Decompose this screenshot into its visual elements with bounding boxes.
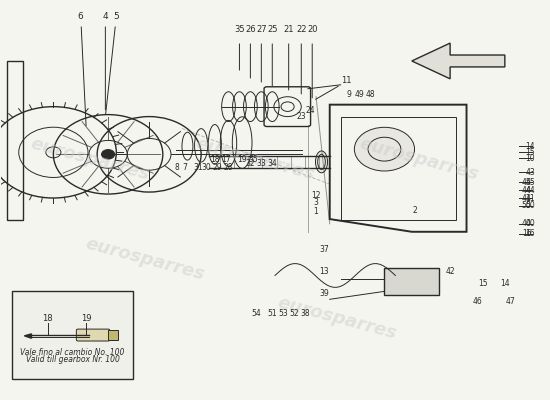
Text: 20: 20 [307,25,317,34]
Text: 41: 41 [522,194,531,202]
Text: 16: 16 [522,229,531,238]
Text: 37: 37 [320,245,329,254]
Text: 1: 1 [314,207,318,216]
Text: 49: 49 [355,90,365,99]
Text: eurosparres: eurosparres [357,135,481,184]
Polygon shape [412,43,505,79]
Text: 4: 4 [102,12,108,110]
Text: 45: 45 [525,178,535,187]
Text: 7: 7 [182,163,187,172]
Text: 53: 53 [278,309,288,318]
Text: 18: 18 [42,314,53,323]
Text: 33: 33 [256,159,266,168]
Text: 40: 40 [522,219,532,228]
Text: 17: 17 [221,155,230,164]
Text: eurosparres: eurosparres [275,294,398,343]
Text: 48: 48 [366,90,376,99]
Text: 43: 43 [525,168,535,177]
Text: 19: 19 [81,314,91,323]
Text: 38: 38 [300,309,310,318]
FancyBboxPatch shape [76,329,110,341]
Circle shape [354,127,415,171]
Text: 15: 15 [478,279,488,288]
Text: 2: 2 [412,206,417,215]
Text: 8: 8 [174,163,179,172]
Text: 23: 23 [296,112,306,120]
Text: 13: 13 [320,267,329,276]
Text: 55: 55 [248,155,258,164]
Text: 44: 44 [522,186,532,194]
Text: Valid till gearbox Nr. 100: Valid till gearbox Nr. 100 [26,355,119,364]
Text: 21: 21 [283,25,294,34]
Text: 12: 12 [311,191,321,200]
Text: 22: 22 [296,25,306,34]
Text: Vale fino al cambio No. 100: Vale fino al cambio No. 100 [20,348,125,358]
Text: 14: 14 [500,279,510,288]
Text: 11: 11 [341,76,351,85]
Text: 50: 50 [525,202,535,210]
Text: 52: 52 [289,309,299,318]
Bar [340,116,455,220]
Text: 41: 41 [525,194,535,202]
Text: 10: 10 [525,154,535,163]
Text: 30: 30 [202,163,211,172]
Text: eurosparres: eurosparres [29,135,152,184]
Text: 14: 14 [525,142,535,151]
Text: 16: 16 [525,229,535,238]
Text: 18: 18 [210,155,219,164]
Text: 34: 34 [267,159,277,168]
Ellipse shape [316,151,328,173]
Text: 51: 51 [267,309,277,318]
Text: 27: 27 [256,25,267,34]
Text: 39: 39 [320,289,329,298]
Text: 29: 29 [213,163,222,172]
Text: eurosparres: eurosparres [193,135,316,184]
Text: 40: 40 [525,219,535,228]
Bar [108,330,118,340]
Text: eurosparres: eurosparres [84,234,207,284]
Polygon shape [24,334,31,338]
Text: 3: 3 [314,198,318,207]
Text: 6: 6 [78,12,86,126]
FancyBboxPatch shape [384,268,439,295]
Text: 19: 19 [238,155,247,164]
Text: 35: 35 [234,25,245,34]
Text: 26: 26 [245,25,256,34]
Text: 47: 47 [505,297,515,306]
Text: 42: 42 [446,267,455,276]
Text: 25: 25 [267,25,278,34]
Text: 5: 5 [106,12,119,114]
Text: 32: 32 [245,159,255,168]
Circle shape [102,150,114,159]
Text: 15: 15 [525,148,535,157]
FancyBboxPatch shape [12,291,133,379]
Text: 28: 28 [224,163,233,172]
Text: 45: 45 [522,178,532,187]
Text: 9: 9 [346,90,351,99]
Text: 46: 46 [472,297,482,306]
Text: 31: 31 [194,163,203,172]
Text: 54: 54 [251,309,261,318]
Text: 24: 24 [306,106,315,115]
Text: 44: 44 [525,186,535,194]
Text: 50: 50 [522,202,532,210]
